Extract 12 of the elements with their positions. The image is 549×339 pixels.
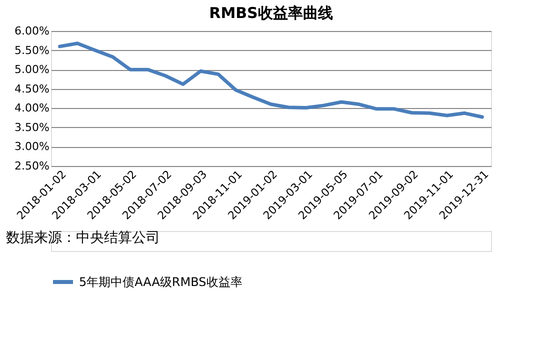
y-tick-label: 6.00% — [14, 24, 50, 38]
y-tick-label: 4.50% — [14, 82, 50, 96]
y-tick-label: 4.00% — [14, 102, 50, 115]
y-tick-label: 3.50% — [14, 120, 50, 134]
chart-title: RMBS收益率曲线 — [209, 4, 333, 22]
y-tick-label: 5.50% — [14, 44, 50, 57]
source-note: 数据来源：中央结算公司 — [6, 230, 160, 246]
line-series — [58, 42, 484, 119]
y-tick-label: 3.00% — [14, 140, 50, 154]
y-tick-label: 5.00% — [14, 63, 50, 76]
y-tick-label: 2.50% — [14, 160, 50, 172]
legend-label: 5年期中债AAA级RMBS收益率 — [79, 275, 242, 289]
